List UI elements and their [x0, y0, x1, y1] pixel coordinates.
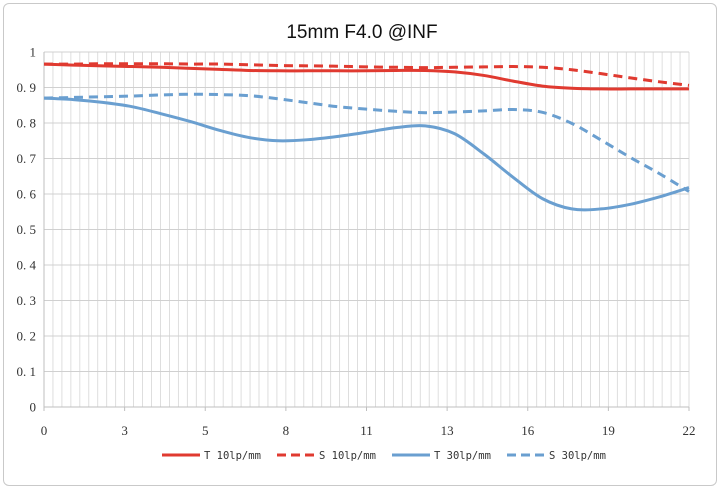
y-tick-label: 0. 9 [17, 80, 37, 95]
y-tick-label: 0. 3 [17, 293, 37, 308]
x-tick-label: 16 [521, 423, 535, 438]
y-tick-label: 0. 8 [17, 116, 37, 131]
legend-label: T 30lp/mm [434, 450, 491, 462]
grid [43, 51, 690, 408]
chart-title: 15mm F4.0 @INF [286, 22, 437, 43]
legend: T 10lp/mm S 10lp/mm T 30lp/mm S 30lp/mm [162, 450, 606, 462]
legend-label: S 10lp/mm [319, 450, 376, 462]
series-line-3 [43, 96, 690, 212]
y-tick-label: 0. 1 [17, 364, 37, 379]
x-tick-label: 3 [121, 423, 128, 438]
legend-label: S 30lp/mm [549, 450, 606, 462]
x-tick-label: 22 [683, 423, 696, 438]
axes: 0 0. 1 0. 2 0. 3 0. 4 0. 5 0. 6 0. 7 0. 8 0. 9 1 0 3… [17, 45, 696, 439]
series-line-4 [43, 92, 690, 193]
y-tick-label: 1 [30, 45, 37, 60]
x-tick-label: 0 [41, 423, 48, 438]
y-tick-label: 0. 2 [17, 329, 37, 344]
x-tick-label: 5 [202, 423, 209, 438]
x-tick-label: 13 [441, 423, 454, 438]
x-tick-label: 11 [360, 423, 373, 438]
y-tick-label: 0. 7 [17, 151, 37, 166]
y-tick-label: 0. 4 [17, 258, 37, 273]
series-lines [43, 62, 690, 212]
x-tick-label: 8 [283, 423, 290, 438]
x-tick-label: 19 [602, 423, 615, 438]
y-tick-label: 0. 6 [17, 187, 37, 202]
y-tick-label: 0. 5 [17, 222, 37, 237]
y-tick-label: 0 [30, 400, 37, 415]
series-line-1 [43, 62, 689, 91]
chart-frame [3, 3, 717, 486]
series-line-2 [43, 62, 690, 87]
legend-label: T 10lp/mm [204, 450, 261, 462]
